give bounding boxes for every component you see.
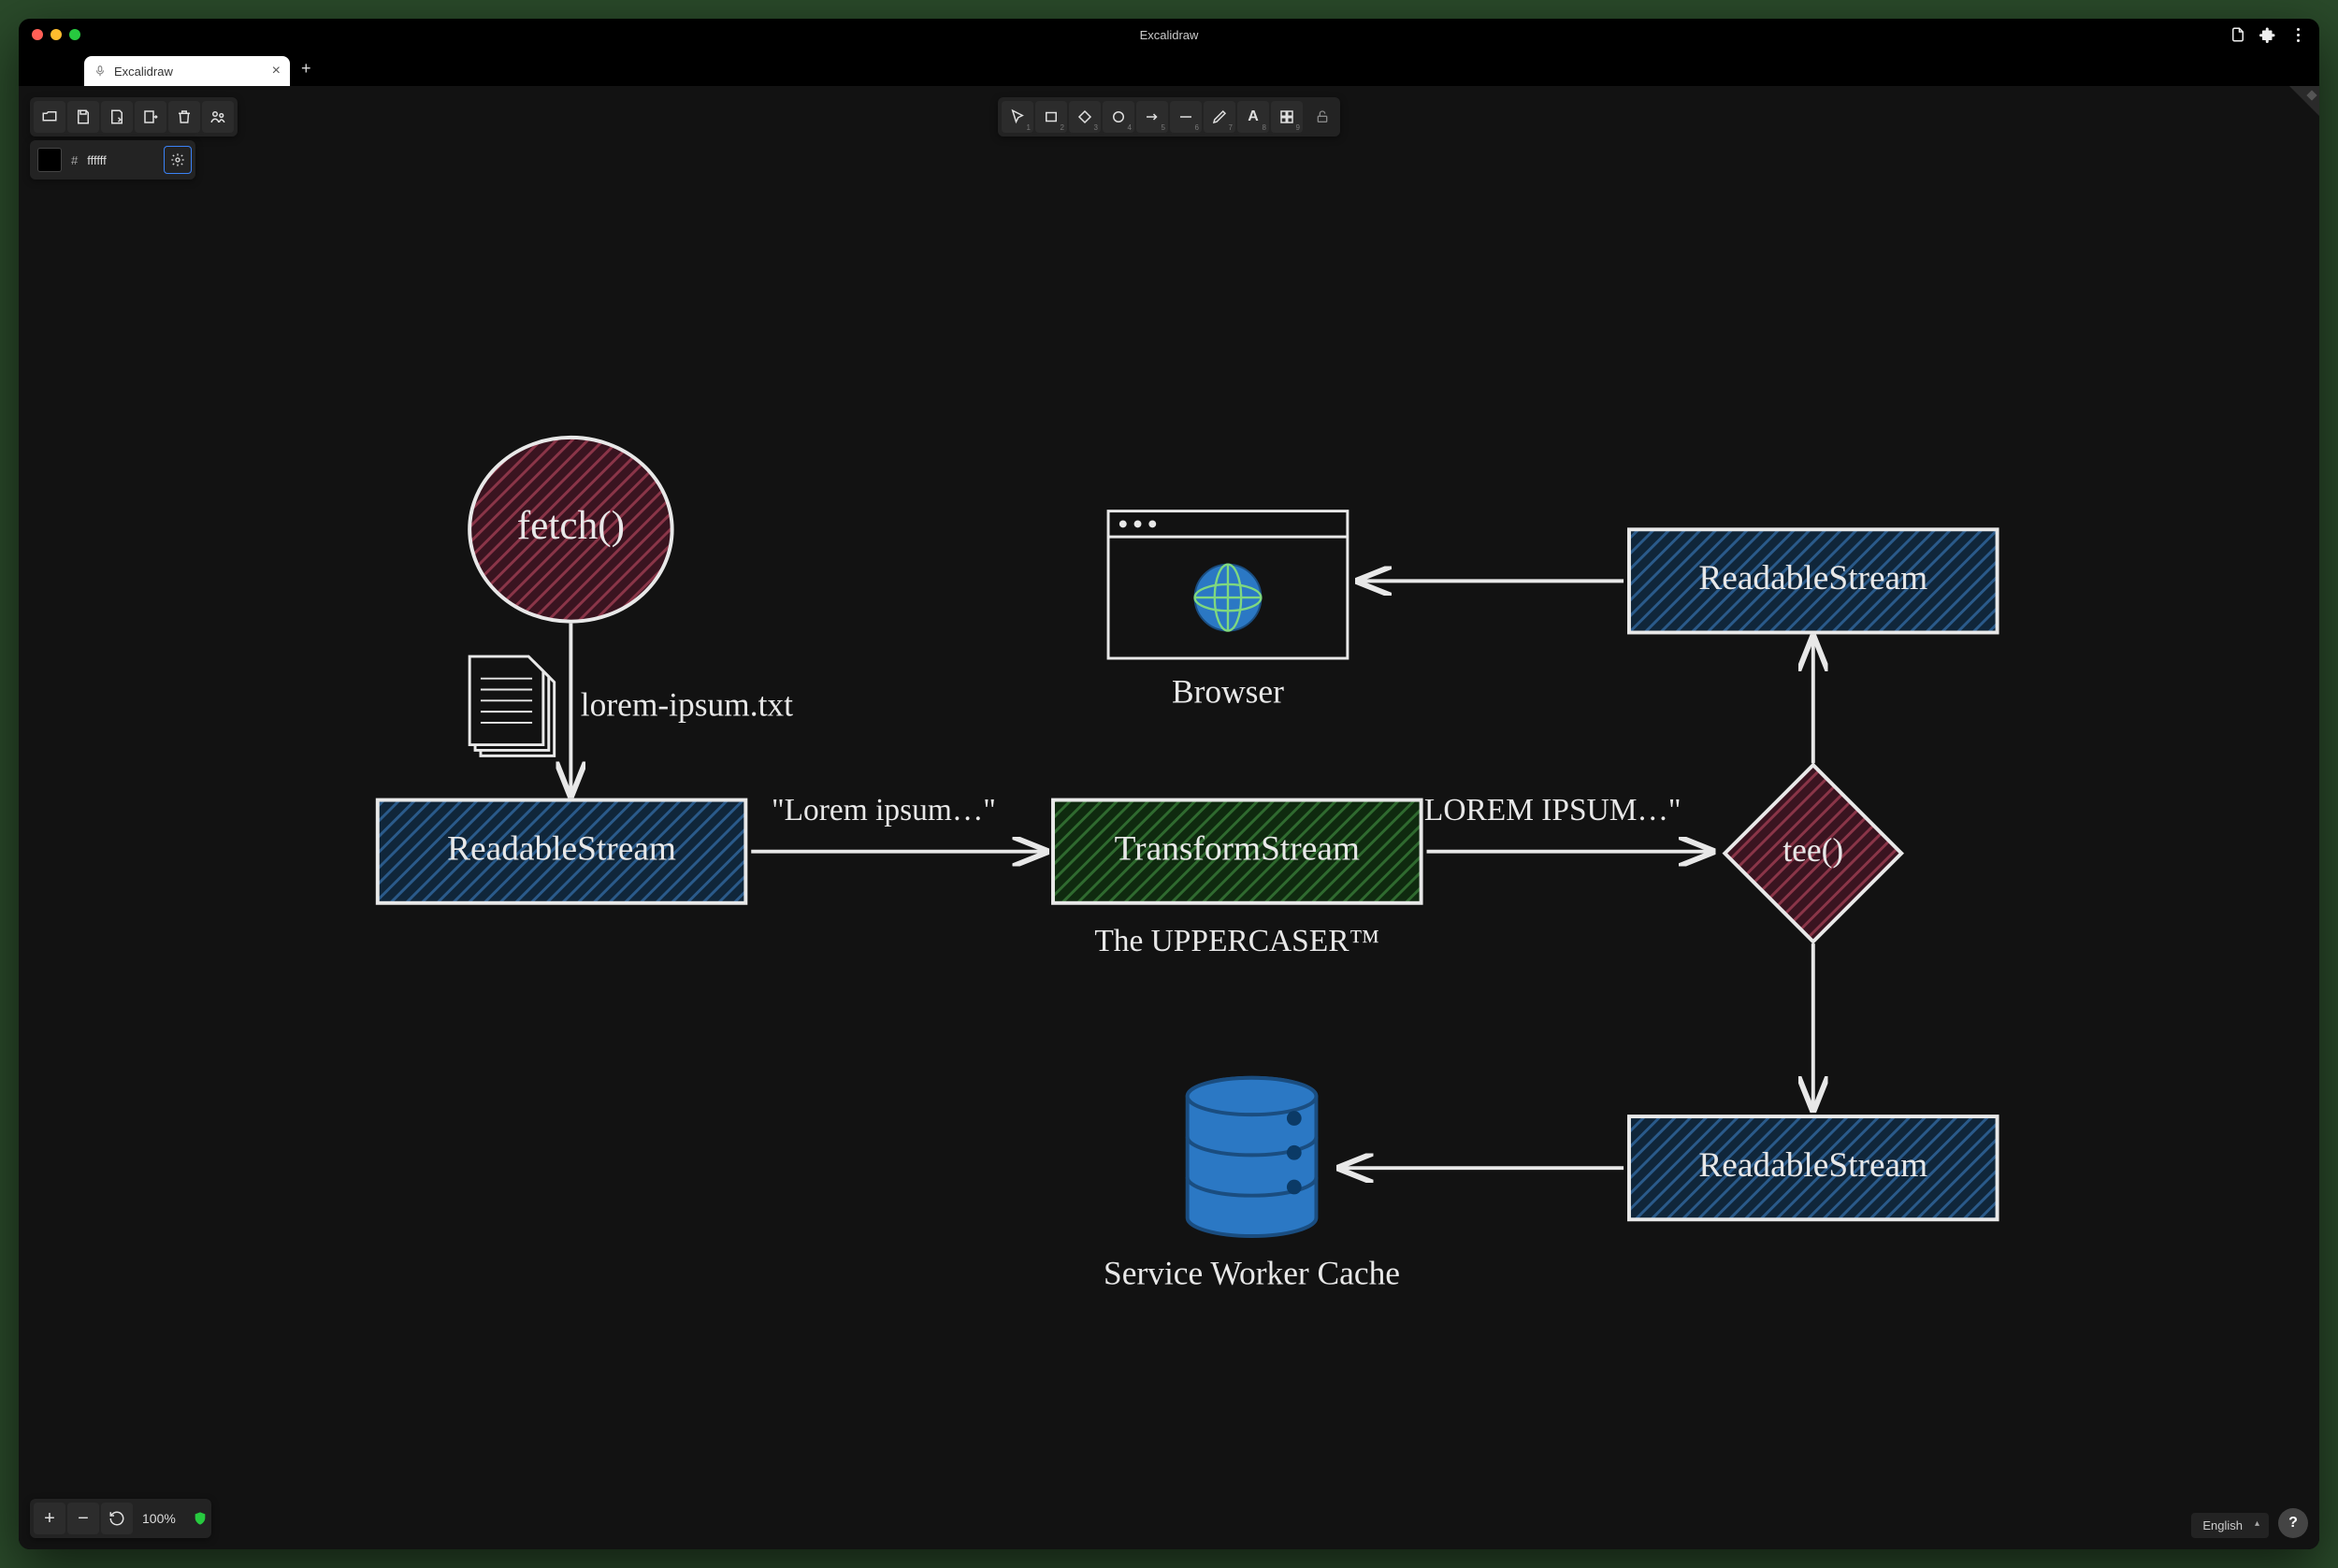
svg-text:tee(): tee()	[1782, 831, 1843, 869]
menu-kebab-icon[interactable]	[2289, 26, 2306, 43]
extension-icon[interactable]	[2259, 26, 2276, 43]
zoom-percent-label: 100%	[135, 1511, 183, 1526]
window-traffic-lights[interactable]	[32, 29, 80, 40]
zoom-in-button[interactable]: +	[34, 1503, 65, 1534]
drawing-canvas[interactable]: "Lorem ipsum…" "LOREM IPSUM…" fetch() lorem…	[19, 86, 2319, 1485]
window-close-icon[interactable]	[32, 29, 43, 40]
tab-label: Excalidraw	[114, 65, 173, 79]
tab-favicon-icon	[94, 65, 107, 78]
tab-close-icon[interactable]: ×	[272, 63, 281, 79]
svg-text:"LOREM IPSUM…": "LOREM IPSUM…"	[1411, 793, 1681, 827]
window-titlebar: Excalidraw	[19, 19, 2319, 50]
svg-text:ReadableStream: ReadableStream	[1698, 1146, 1927, 1185]
svg-text:fetch(): fetch()	[517, 503, 625, 548]
app-window: Excalidraw Excalidraw × +	[19, 19, 2319, 1549]
svg-text:Browser: Browser	[1172, 673, 1284, 711]
window-zoom-icon[interactable]	[69, 29, 80, 40]
svg-text:lorem-ipsum.txt: lorem-ipsum.txt	[581, 685, 793, 723]
window-title: Excalidraw	[1140, 28, 1199, 42]
new-tab-button[interactable]: +	[301, 59, 311, 79]
browser-tabstrip: Excalidraw × +	[19, 50, 2319, 86]
svg-text:ReadableStream: ReadableStream	[447, 829, 676, 868]
page-icon[interactable]	[2230, 26, 2246, 43]
svg-text:ReadableStream: ReadableStream	[1698, 559, 1927, 597]
zoom-toolbar: + − 100%	[30, 1499, 211, 1538]
svg-text:TransformStream: TransformStream	[1115, 829, 1360, 868]
language-select[interactable]: English	[2191, 1513, 2269, 1538]
zoom-out-button[interactable]: −	[67, 1503, 99, 1534]
zoom-reset-button[interactable]	[101, 1503, 133, 1534]
svg-text:"Lorem ipsum…": "Lorem ipsum…"	[772, 793, 996, 827]
browser-tab[interactable]: Excalidraw ×	[84, 56, 290, 86]
shield-icon	[193, 1511, 208, 1526]
svg-text:Service Worker Cache: Service Worker Cache	[1104, 1254, 1400, 1291]
help-button[interactable]: ?	[2278, 1508, 2308, 1538]
window-minimize-icon[interactable]	[51, 29, 62, 40]
svg-text:The UPPERCASER™: The UPPERCASER™	[1094, 924, 1379, 958]
excalidraw-app: # 1 2 3 4 5 6 7 A8 9 + − 100%	[19, 86, 2319, 1549]
